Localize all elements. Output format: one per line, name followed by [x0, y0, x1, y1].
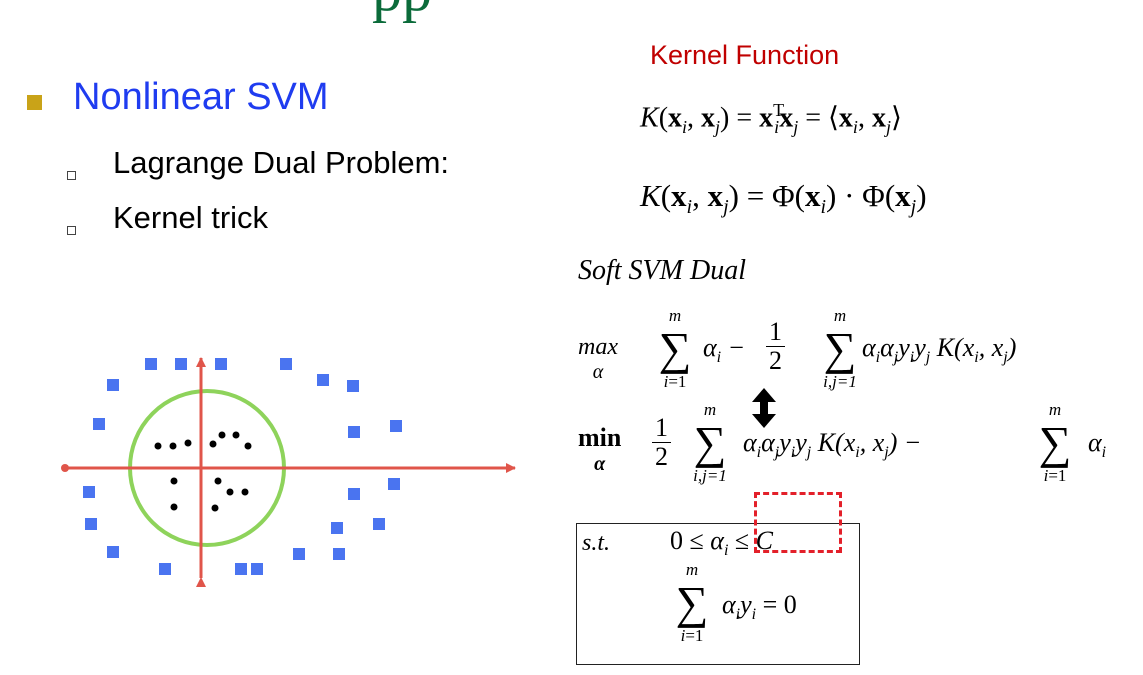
data-point-square [85, 518, 97, 530]
subitem-lagrange: Lagrange Dual Problem: [113, 145, 450, 180]
data-point-dot [226, 488, 234, 496]
subject-to-label: s.t. [582, 530, 611, 556]
box-constraint: 0 ≤ αi ≤ C [670, 526, 774, 560]
data-point-dot [170, 503, 178, 511]
alpha-i-term: αi − [703, 333, 746, 367]
data-point-square [251, 563, 263, 575]
sum-symbol: m ∑ i=1 [1038, 400, 1072, 485]
data-point-dot [211, 504, 219, 512]
data-point-dot [232, 431, 240, 439]
data-point-square [293, 548, 305, 560]
data-point-square [93, 418, 105, 430]
constraint-box [576, 523, 860, 665]
data-point-square [317, 374, 329, 386]
data-point-square [159, 563, 171, 575]
bullet-square-icon [27, 95, 42, 110]
data-point-square [331, 522, 343, 534]
data-point-square [333, 548, 345, 560]
data-point-square [280, 358, 292, 370]
data-point-dot [214, 477, 222, 485]
data-point-dot [184, 439, 192, 447]
data-point-dot [209, 440, 217, 448]
data-point-square [215, 358, 227, 370]
data-point-square [175, 358, 187, 370]
data-point-dot [170, 477, 178, 485]
soft-svm-dual-title: Soft SVM Dual [578, 255, 746, 286]
max-objective-term: αiαjyiyj K(xi, xj) [862, 333, 1017, 367]
sum-symbol: m ∑ i,j=1 [823, 306, 857, 391]
bullet-heading: Nonlinear SVM [73, 76, 329, 118]
data-point-square [107, 379, 119, 391]
max-operator: max α [578, 334, 618, 383]
data-point-square [390, 420, 402, 432]
sum-symbol: m ∑ i=1 [675, 560, 709, 645]
subitem-kernel-trick: Kernel trick [113, 200, 269, 235]
min-operator: min α [578, 423, 622, 476]
data-point-dot [218, 431, 226, 439]
data-point-square [83, 486, 95, 498]
kernel-function-title: Kernel Function [650, 40, 840, 70]
min-objective-term: αiαjyiyj K(xi, xj) − [743, 428, 922, 462]
data-point-dot [169, 442, 177, 450]
data-point-dot [154, 442, 162, 450]
data-point-square [107, 546, 119, 558]
data-point-square [347, 380, 359, 392]
hollow-square-bullet-icon [67, 226, 76, 235]
data-point-dot [244, 442, 252, 450]
highlight-dashed-box [754, 492, 842, 553]
data-point-square [348, 426, 360, 438]
x-axis-origin-dot [61, 464, 69, 472]
data-point-square [388, 478, 400, 490]
nonlinear-svm-diagram [55, 350, 525, 595]
up-down-arrow-icon [752, 388, 776, 433]
data-point-square [235, 563, 247, 575]
slide-title-partial: pp [372, 0, 432, 25]
hollow-square-bullet-icon [67, 171, 76, 180]
sum-symbol: m ∑ i,j=1 [693, 400, 727, 485]
alpha-i-term: αi [1088, 428, 1107, 462]
equality-constraint: αiyi = 0 [722, 590, 797, 624]
data-point-dot [241, 488, 249, 496]
data-point-square [145, 358, 157, 370]
kernel-feature-map-equation: K(xi, xj) = Φ(xi) · Φ(xj) [640, 178, 927, 219]
sum-symbol: m ∑ i=1 [658, 306, 692, 391]
data-point-square [348, 488, 360, 500]
data-point-square [373, 518, 385, 530]
kernel-linear-equation: K(xi, xj) = xTixj = ⟨xi, xj⟩ [640, 100, 902, 137]
